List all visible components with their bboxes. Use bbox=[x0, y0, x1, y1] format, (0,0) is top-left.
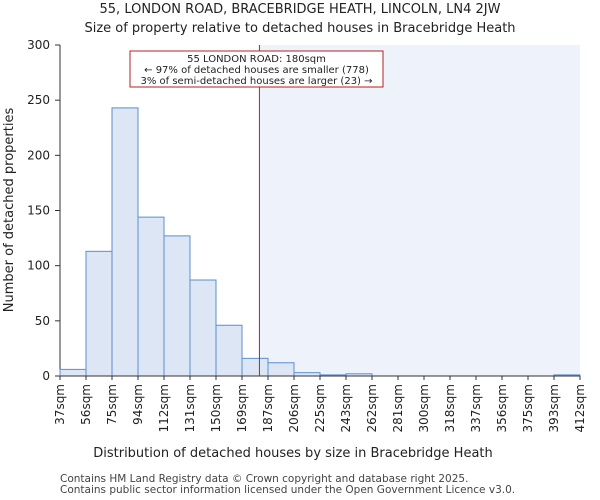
x-tick-label: 337sqm bbox=[469, 384, 483, 432]
annotation-line-2: ← 97% of detached houses are smaller (77… bbox=[144, 65, 369, 76]
x-tick-label: 412sqm bbox=[573, 384, 587, 432]
x-tick-label: 206sqm bbox=[287, 384, 301, 432]
y-axis: 0 50 100 150 200 250 300 bbox=[27, 38, 61, 383]
bars bbox=[59, 107, 581, 377]
x-tick-label: 169sqm bbox=[235, 384, 249, 432]
chart-title: 55, LONDON ROAD, BRACEBRIDGE HEATH, LINC… bbox=[100, 2, 501, 17]
y-tick-label: 50 bbox=[35, 314, 50, 328]
y-axis-label: Number of detached properties bbox=[2, 108, 17, 313]
x-tick-label: 356sqm bbox=[495, 384, 509, 432]
larger-region-shade bbox=[259, 45, 580, 376]
x-tick-label: 150sqm bbox=[209, 384, 223, 432]
annotation-frame bbox=[129, 50, 384, 88]
x-tick-label: 243sqm bbox=[339, 384, 353, 432]
y-tick-label: 150 bbox=[27, 204, 50, 218]
x-tick-label: 262sqm bbox=[365, 384, 379, 432]
x-tick-label: 56sqm bbox=[79, 384, 93, 425]
bar bbox=[85, 250, 113, 377]
bar bbox=[163, 235, 191, 377]
x-tick-label: 187sqm bbox=[261, 384, 275, 432]
x-tick-label: 225sqm bbox=[313, 384, 327, 432]
chart-subtitle: Size of property relative to detached ho… bbox=[84, 21, 515, 36]
x-tick-label: 112sqm bbox=[157, 384, 171, 432]
y-tick-label: 250 bbox=[27, 93, 50, 107]
y-tick-label: 300 bbox=[27, 38, 50, 52]
x-tick-label: 131sqm bbox=[183, 384, 197, 432]
footer-line-1: Contains HM Land Registry data © Crown c… bbox=[60, 473, 469, 485]
y-tick-label: 0 bbox=[42, 369, 50, 383]
bar bbox=[137, 216, 165, 377]
x-tick-label: 318sqm bbox=[443, 384, 457, 432]
x-tick-label: 375sqm bbox=[521, 384, 535, 432]
x-tick-label: 300sqm bbox=[417, 384, 431, 432]
bar bbox=[59, 368, 87, 377]
bar bbox=[267, 362, 295, 377]
bar bbox=[189, 279, 217, 377]
x-axis-label: Distribution of detached houses by size … bbox=[93, 446, 493, 461]
x-tick-label: 94sqm bbox=[131, 384, 145, 425]
x-axis: 37sqm 56sqm 75sqm 94sqm 112sqm 131sqm 150sqm 16… bbox=[53, 375, 587, 432]
y-tick-label: 100 bbox=[27, 259, 50, 273]
footer-line-2: Contains public sector information licen… bbox=[60, 484, 516, 496]
x-tick-label: 281sqm bbox=[391, 384, 405, 432]
x-tick-label: 37sqm bbox=[53, 384, 67, 425]
y-tick-label: 200 bbox=[27, 148, 50, 162]
bar bbox=[111, 107, 139, 377]
annotation-line-3: 3% of semi-detached houses are larger (2… bbox=[140, 76, 372, 87]
bar bbox=[241, 357, 269, 377]
annotation-line-1: 55 LONDON ROAD: 180sqm bbox=[187, 54, 326, 65]
x-tick-label: 75sqm bbox=[105, 384, 119, 425]
bar bbox=[215, 324, 243, 377]
annotation-box: 55 LONDON ROAD: 180sqm ← 97% of detached… bbox=[129, 50, 384, 88]
x-tick-label: 393sqm bbox=[547, 384, 561, 432]
